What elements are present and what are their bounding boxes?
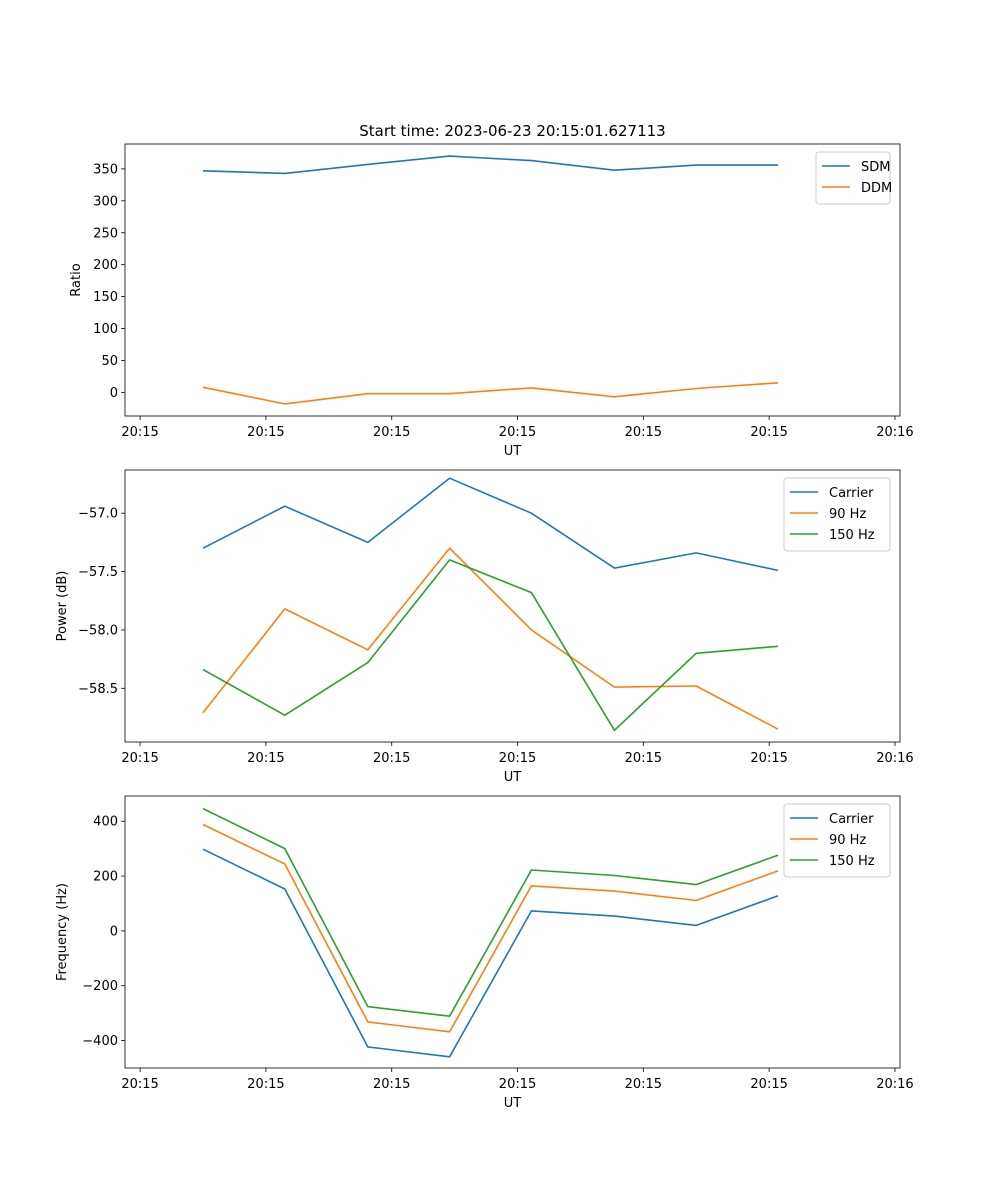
legend-label: SDM: [861, 160, 890, 175]
legend-label: 150 Hz: [829, 854, 875, 869]
subplot-3: −400 −200 0 200 400 20:15 20:15 20:15 20:15 20:15…: [55, 795, 914, 1111]
series-line-90-hz: [202, 823, 779, 1033]
legend: SDM DDM: [815, 151, 892, 205]
series-line-150-hz: [202, 559, 779, 732]
subplot-2: −58.5 −58.0 −57.5 −57.0 20:15 20:15 20:15 20:15…: [55, 469, 914, 785]
axes-frame: [124, 469, 901, 743]
x-tick-label: 20:15: [625, 751, 662, 766]
y-tick-label: 0: [110, 386, 118, 401]
y-tick-label: −200: [82, 979, 118, 994]
legend-label: DDM: [861, 181, 892, 196]
y-axis-label: Ratio: [69, 263, 84, 296]
legend-label: 150 Hz: [829, 528, 875, 543]
x-tick-label: 20:15: [373, 1077, 410, 1092]
x-tick-label: 20:16: [876, 425, 913, 440]
y-tick-label: −57.0: [78, 507, 118, 522]
x-tick-label: 20:15: [247, 425, 284, 440]
y-tick-label: −57.5: [78, 565, 118, 580]
x-tick-label: 20:15: [750, 1077, 787, 1092]
axes-frame: [124, 795, 901, 1069]
x-tick-label: 20:15: [499, 751, 536, 766]
legend-label: Carrier: [829, 486, 874, 501]
series-line-sdm: [202, 155, 778, 175]
x-tick-label: 20:15: [373, 751, 410, 766]
x-tick-label: 20:15: [373, 425, 410, 440]
y-tick-label: 100: [93, 322, 118, 337]
x-tick-label: 20:15: [247, 1077, 284, 1092]
y-tick-label: 250: [93, 226, 118, 241]
x-tick-label: 20:15: [121, 751, 158, 766]
x-axis-label: UT: [504, 770, 522, 785]
x-tick-label: 20:15: [750, 425, 787, 440]
legend-label: 90 Hz: [829, 833, 866, 848]
y-tick-label: 200: [93, 258, 118, 273]
y-tick-label: 50: [101, 354, 118, 369]
x-tick-label: 20:15: [750, 751, 787, 766]
series-line-90-hz: [202, 547, 779, 730]
y-tick-label: 200: [93, 870, 118, 885]
y-axis-label: Frequency (Hz): [55, 883, 70, 981]
x-tick-label: 20:15: [499, 1077, 536, 1092]
x-tick-label: 20:15: [625, 425, 662, 440]
x-axis-label: UT: [504, 444, 522, 459]
y-tick-label: 300: [93, 194, 118, 209]
legend: Carrier 90 Hz 150 Hz: [783, 803, 891, 878]
subplots: 0 50 100 150 200 250 300 350 20:15 20:15 20:15 20:1…: [55, 143, 914, 1111]
legend: Carrier 90 Hz 150 Hz: [783, 477, 891, 552]
x-tick-label: 20:15: [121, 425, 158, 440]
y-tick-label: −400: [82, 1034, 118, 1049]
x-axis-label: UT: [504, 1096, 522, 1111]
y-tick-label: 0: [110, 924, 118, 939]
subplot-1: 0 50 100 150 200 250 300 350 20:15 20:15 20:15 20:1…: [69, 143, 914, 459]
legend-box: [815, 151, 891, 205]
x-tick-label: 20:16: [876, 1077, 913, 1092]
x-tick-label: 20:15: [247, 751, 284, 766]
axes-frame: [124, 143, 901, 417]
x-tick-label: 20:15: [499, 425, 536, 440]
series-line-carrier: [202, 477, 779, 572]
series-line-ddm: [202, 382, 779, 405]
legend-label: 90 Hz: [829, 507, 866, 522]
series-line-carrier: [202, 848, 779, 1058]
figure-title: Start time: 2023-06-23 20:15:01.627113: [359, 122, 665, 140]
y-tick-label: −58.5: [78, 682, 118, 697]
legend-box: [783, 803, 891, 878]
y-tick-label: −58.0: [78, 623, 118, 638]
series-line-150-hz: [202, 807, 779, 1018]
y-axis-label: Power (dB): [55, 571, 70, 642]
y-tick-label: 350: [93, 162, 118, 177]
x-tick-label: 20:15: [625, 1077, 662, 1092]
x-tick-label: 20:16: [876, 751, 913, 766]
x-tick-label: 20:15: [121, 1077, 158, 1092]
legend-label: Carrier: [829, 812, 874, 827]
y-tick-label: 150: [93, 290, 118, 305]
y-tick-label: 400: [93, 815, 118, 830]
legend-box: [783, 477, 891, 552]
